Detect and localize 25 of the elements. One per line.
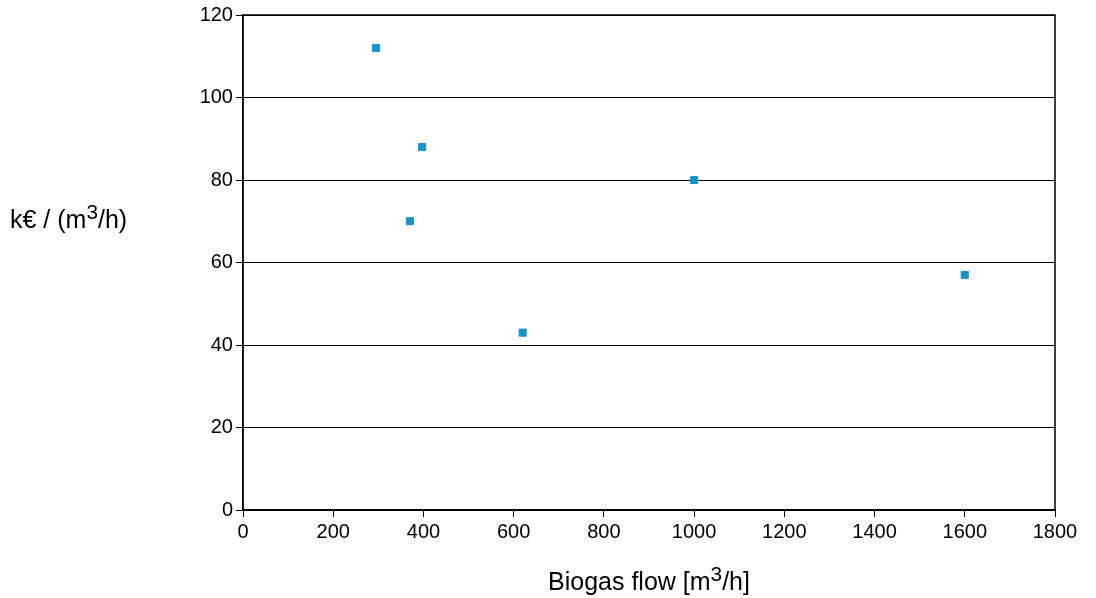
point (405, 217, 414, 226)
x-tick-label: 1800 (1032, 519, 1078, 542)
point (418, 142, 427, 152)
x-tick-label: 200 (316, 519, 350, 542)
y-tick-label: 60 (210, 250, 233, 273)
x-tick-label: 400 (406, 519, 441, 542)
point (518, 328, 527, 337)
point (372, 43, 381, 53)
x-tick-label: 1000 (671, 519, 717, 542)
y-axis-title: k€ / (m$^{3}$/h) (10, 200, 128, 235)
point (960, 270, 969, 279)
y-tick-label: 0 (221, 497, 233, 520)
x-tick-label: 1600 (942, 519, 988, 542)
x-axis-title: Biogas flow [m$^{3}$/h] (547, 562, 751, 597)
x-tick-label: 0 (237, 519, 249, 542)
y-tick-label: 100 (199, 85, 233, 108)
y-tick-label: 40 (210, 332, 233, 355)
x-tick-label: 1200 (762, 519, 807, 542)
x-tick-label: 1400 (852, 519, 897, 542)
point (690, 175, 699, 185)
y-tick-label: 20 (210, 415, 233, 438)
x-tick-label: 800 (587, 519, 621, 542)
y-tick-label: 120 (199, 2, 233, 25)
y-tick-label: 80 (210, 167, 233, 190)
x-tick-label: 600 (496, 519, 531, 542)
